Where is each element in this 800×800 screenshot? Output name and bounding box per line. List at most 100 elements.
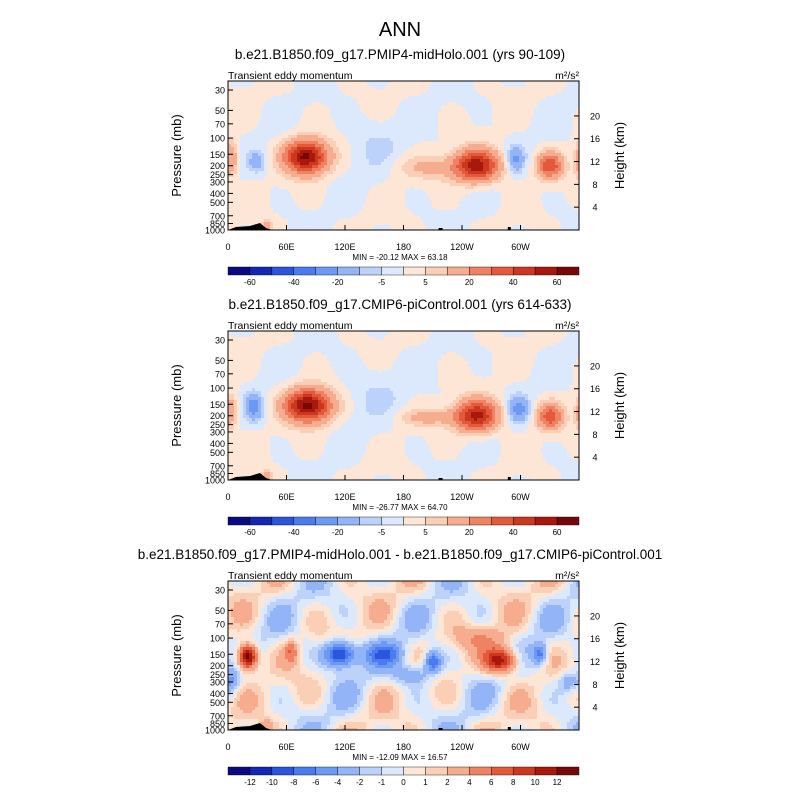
heatmap-cell bbox=[426, 204, 430, 208]
heatmap-cell bbox=[384, 138, 388, 142]
heatmap-cell bbox=[288, 198, 292, 202]
heatmap-cell bbox=[249, 192, 253, 196]
heatmap-cell bbox=[513, 90, 517, 94]
heatmap-cell bbox=[249, 99, 253, 103]
heatmap-cell bbox=[480, 102, 484, 106]
heatmap-cell bbox=[462, 84, 466, 88]
heatmap-cell bbox=[336, 138, 340, 142]
heatmap-cell bbox=[228, 126, 232, 130]
heatmap-cell bbox=[471, 102, 475, 106]
heatmap-cell bbox=[237, 102, 241, 106]
heatmap-cell bbox=[531, 126, 535, 130]
heatmap-cell bbox=[300, 138, 304, 142]
heatmap-cell bbox=[411, 84, 415, 88]
heatmap-cell bbox=[282, 99, 286, 103]
heatmap-cell bbox=[372, 90, 376, 94]
heatmap-cell bbox=[483, 105, 487, 109]
heatmap-cell bbox=[486, 183, 490, 187]
heatmap-cell bbox=[438, 204, 442, 208]
heatmap-cell bbox=[318, 141, 322, 145]
heatmap-cell bbox=[468, 162, 472, 166]
heatmap-cell bbox=[522, 102, 526, 106]
heatmap-cell bbox=[246, 141, 250, 145]
heatmap-cell bbox=[510, 156, 514, 160]
heatmap-cell bbox=[522, 138, 526, 142]
heatmap-cell bbox=[285, 165, 289, 169]
heatmap-cell bbox=[297, 105, 301, 109]
heatmap-cell bbox=[297, 87, 301, 91]
heatmap-cell bbox=[522, 132, 526, 136]
heatmap-cell bbox=[237, 198, 241, 202]
heatmap-cell bbox=[561, 144, 565, 148]
heatmap-cell bbox=[528, 84, 532, 88]
heatmap-cell bbox=[453, 195, 457, 199]
heatmap-cell bbox=[333, 144, 337, 148]
heatmap-cell bbox=[273, 192, 277, 196]
heatmap-cell bbox=[573, 81, 577, 85]
heatmap-cell bbox=[234, 186, 238, 190]
heatmap-cell bbox=[564, 84, 568, 88]
heatmap-cell bbox=[453, 177, 457, 181]
heatmap-cell bbox=[447, 171, 451, 175]
heatmap-cell bbox=[228, 117, 232, 121]
heatmap-cell bbox=[384, 120, 388, 124]
heatmap-cell bbox=[249, 141, 253, 145]
heatmap-cell bbox=[426, 156, 430, 160]
heatmap-cell bbox=[510, 96, 514, 100]
heatmap-cell bbox=[354, 189, 358, 193]
heatmap-cell bbox=[276, 174, 280, 178]
heatmap-cell bbox=[540, 162, 544, 166]
heatmap-cell bbox=[375, 144, 379, 148]
heatmap-cell bbox=[417, 177, 421, 181]
heatmap-cell bbox=[393, 189, 397, 193]
heatmap-cell bbox=[381, 84, 385, 88]
heatmap-cell bbox=[444, 102, 448, 106]
heatmap-cell bbox=[402, 96, 406, 100]
heatmap-cell bbox=[258, 135, 262, 139]
heatmap-cell bbox=[342, 183, 346, 187]
heatmap-cell bbox=[258, 84, 262, 88]
heatmap-cell bbox=[504, 156, 508, 160]
heatmap-cell bbox=[291, 195, 295, 199]
heatmap-cell bbox=[336, 90, 340, 94]
heatmap-cell bbox=[264, 171, 268, 175]
heatmap-cell bbox=[525, 147, 529, 151]
heatmap-cell bbox=[558, 129, 562, 133]
heatmap-cell bbox=[309, 165, 313, 169]
heatmap-cell bbox=[570, 117, 574, 121]
heatmap-cell bbox=[366, 174, 370, 178]
heatmap-cell bbox=[441, 162, 445, 166]
heatmap-cell bbox=[522, 201, 526, 205]
heatmap-cell bbox=[360, 147, 364, 151]
heatmap-cell bbox=[249, 156, 253, 160]
heatmap-cell bbox=[474, 195, 478, 199]
heatmap-cell bbox=[498, 153, 502, 157]
heatmap-cell bbox=[408, 147, 412, 151]
heatmap-cell bbox=[285, 87, 289, 91]
heatmap-cell bbox=[393, 201, 397, 205]
heatmap-cell bbox=[258, 162, 262, 166]
heatmap-cell bbox=[327, 135, 331, 139]
heatmap-cell bbox=[255, 156, 259, 160]
heatmap-cell bbox=[342, 201, 346, 205]
heatmap-cell bbox=[495, 198, 499, 202]
heatmap-cell bbox=[282, 84, 286, 88]
heatmap-cell bbox=[531, 123, 535, 127]
heatmap-cell bbox=[432, 198, 436, 202]
heatmap-cell bbox=[384, 165, 388, 169]
heatmap-cell bbox=[402, 186, 406, 190]
heatmap-cell bbox=[468, 186, 472, 190]
heatmap-cell bbox=[276, 186, 280, 190]
heatmap-cell bbox=[393, 174, 397, 178]
heatmap-cell bbox=[564, 129, 568, 133]
heatmap-cell bbox=[285, 141, 289, 145]
heatmap-cell bbox=[546, 198, 550, 202]
heatmap-cell bbox=[270, 192, 274, 196]
heatmap-cell bbox=[429, 162, 433, 166]
heatmap-cell bbox=[441, 102, 445, 106]
heatmap-cell bbox=[270, 159, 274, 163]
heatmap-cell bbox=[573, 117, 577, 121]
heatmap-cell bbox=[306, 108, 310, 112]
heatmap-cell bbox=[486, 171, 490, 175]
heatmap-cell bbox=[438, 132, 442, 136]
